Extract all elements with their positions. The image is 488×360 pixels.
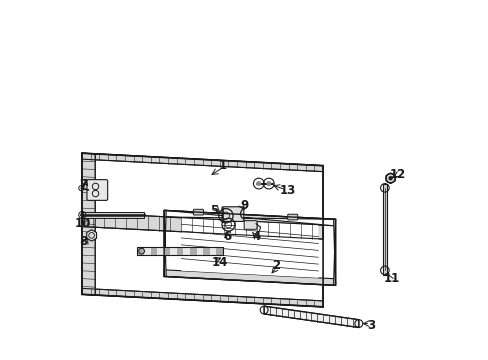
Text: 1: 1	[219, 159, 226, 172]
Polygon shape	[82, 153, 95, 295]
Text: 7: 7	[79, 178, 87, 191]
FancyBboxPatch shape	[222, 207, 244, 221]
Polygon shape	[164, 210, 335, 285]
Polygon shape	[82, 153, 323, 307]
FancyBboxPatch shape	[287, 214, 297, 220]
FancyBboxPatch shape	[87, 180, 107, 201]
Polygon shape	[82, 153, 323, 172]
Bar	[203, 247, 209, 255]
Bar	[143, 247, 150, 255]
Bar	[190, 247, 196, 255]
Polygon shape	[264, 306, 358, 328]
Bar	[382, 184, 386, 275]
Bar	[163, 247, 170, 255]
Polygon shape	[82, 153, 323, 307]
Polygon shape	[82, 288, 323, 307]
Text: 2: 2	[272, 259, 280, 272]
Bar	[83, 212, 143, 218]
Text: 11: 11	[383, 272, 399, 285]
Text: 4: 4	[252, 230, 261, 243]
Polygon shape	[86, 230, 96, 241]
Bar	[216, 247, 223, 255]
Bar	[150, 247, 157, 255]
Text: 5: 5	[209, 204, 218, 217]
FancyBboxPatch shape	[193, 209, 203, 215]
Bar	[183, 247, 190, 255]
Polygon shape	[82, 212, 323, 239]
Polygon shape	[164, 210, 335, 226]
Polygon shape	[164, 210, 166, 276]
Text: 6: 6	[223, 230, 231, 243]
Text: 3: 3	[366, 319, 375, 332]
Polygon shape	[181, 218, 318, 278]
Polygon shape	[385, 173, 394, 184]
Bar	[157, 247, 163, 255]
Circle shape	[266, 181, 271, 186]
Polygon shape	[333, 219, 335, 285]
Polygon shape	[164, 270, 335, 285]
Circle shape	[256, 181, 261, 186]
Text: 10: 10	[74, 217, 90, 230]
Bar	[177, 247, 183, 255]
Bar	[196, 247, 203, 255]
Bar	[137, 247, 223, 255]
FancyBboxPatch shape	[244, 221, 257, 229]
Text: 9: 9	[240, 198, 248, 212]
Text: 13: 13	[280, 184, 296, 197]
Bar	[209, 247, 216, 255]
Bar	[137, 247, 223, 255]
Text: 14: 14	[211, 256, 227, 269]
Bar	[137, 247, 143, 255]
Bar	[170, 247, 177, 255]
Text: 12: 12	[389, 168, 406, 181]
Circle shape	[387, 176, 392, 180]
Text: 8: 8	[80, 235, 88, 248]
